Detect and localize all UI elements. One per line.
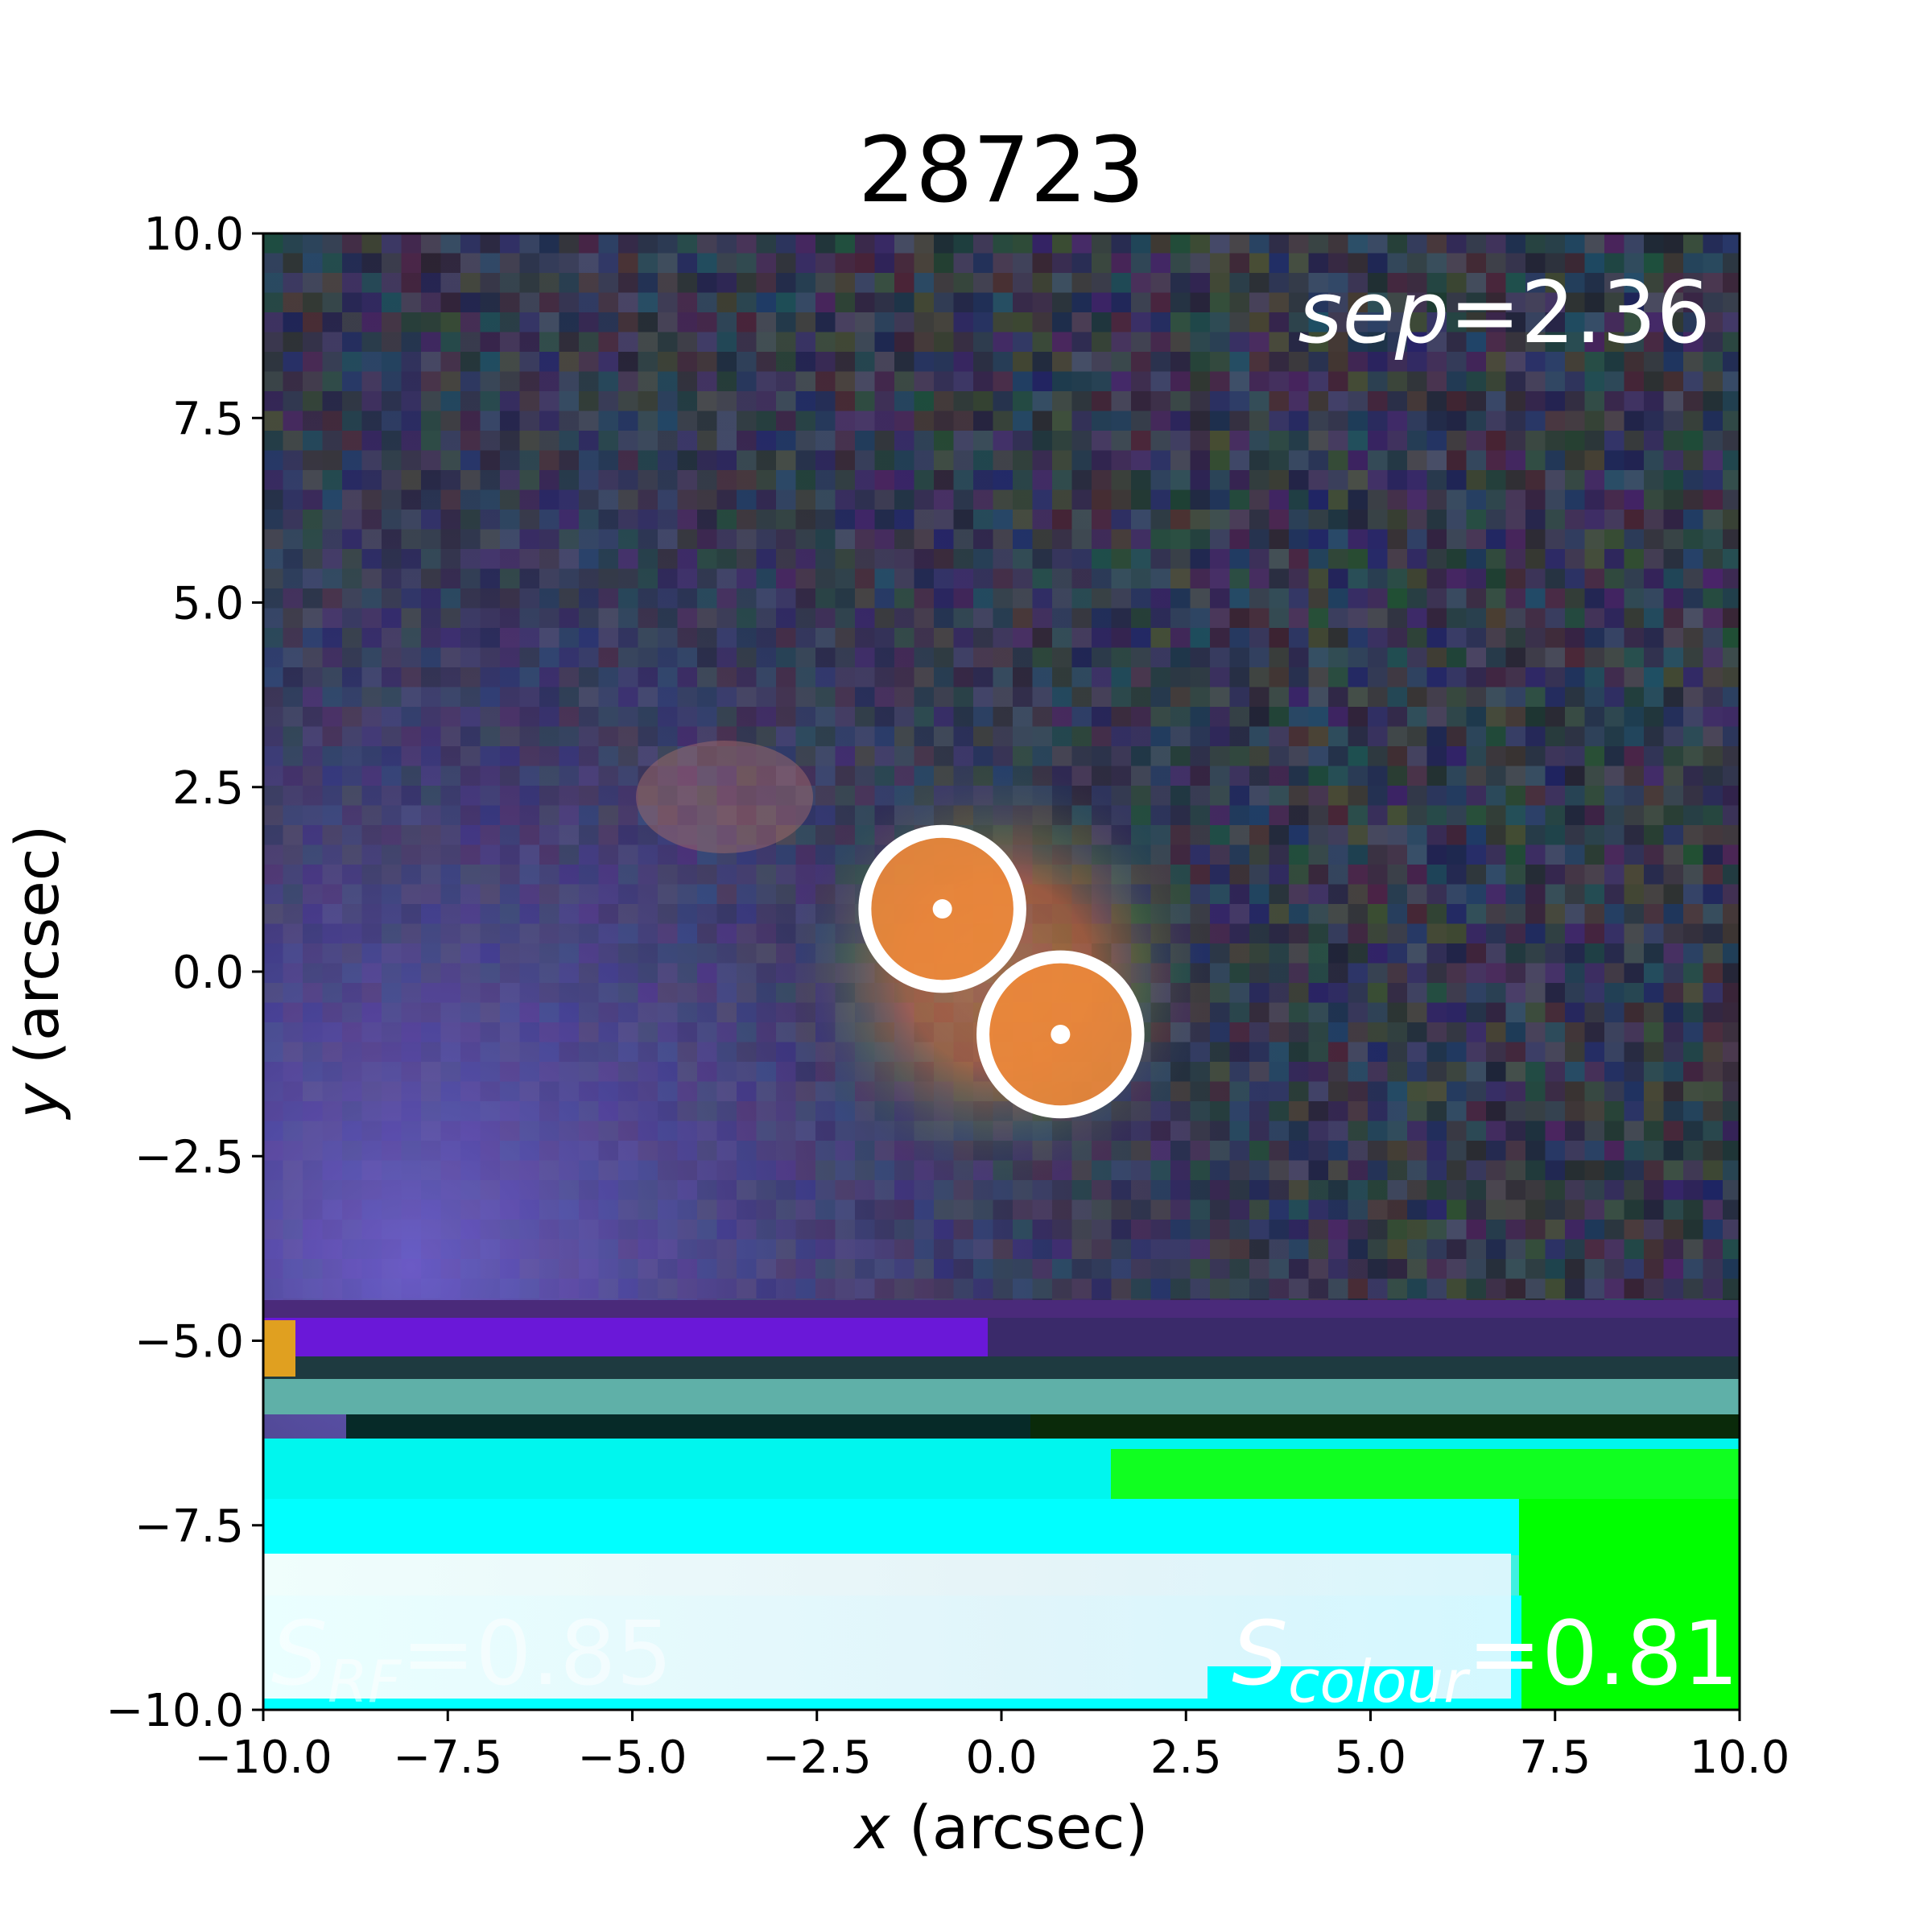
x-tick-label: 7.5	[1519, 1732, 1591, 1784]
x-tick-label: −5.0	[578, 1732, 687, 1784]
y-tick-label: 10.0	[143, 208, 244, 261]
separation-annotation: sep=2.36	[1298, 263, 1711, 362]
source-circle-1	[858, 824, 1026, 993]
y-tick-label: 2.5	[172, 762, 244, 815]
x-tick-label: −10.0	[194, 1732, 332, 1784]
y-tick-label: −7.5	[134, 1501, 244, 1553]
y-tick-label: −10.0	[105, 1685, 244, 1737]
orange-haze	[636, 741, 813, 853]
y-tick-label: −5.0	[134, 1316, 244, 1368]
x-tick-label: 10.0	[1690, 1732, 1790, 1784]
source-markers	[858, 824, 1145, 1119]
image-panel	[263, 233, 1740, 1710]
x-tick-label: −2.5	[762, 1732, 872, 1784]
y-tick-label: −2.5	[134, 1131, 244, 1183]
figure-title: 28723	[858, 118, 1145, 223]
x-axis-ticks: −10.0 −7.5 −5.0 −2.5 0.0 2.5 5.0 7.5 10.0	[194, 1710, 1790, 1784]
source-center-2	[1051, 1024, 1071, 1044]
detector-artifact	[263, 1300, 1740, 1710]
scolour-annotation: Scolour=0.81	[1232, 1602, 1739, 1715]
source-center-1	[932, 899, 952, 919]
x-axis-label: x (arcsec)	[853, 1794, 1149, 1863]
y-axis-ticks: 10.0 7.5 5.0 2.5 0.0 −2.5 −5.0 −7.5 −10.0	[105, 208, 263, 1737]
y-axis-label: y (arcsec)	[3, 825, 72, 1121]
x-tick-label: 2.5	[1150, 1732, 1222, 1784]
x-tick-label: 5.0	[1335, 1732, 1406, 1784]
y-tick-label: 5.0	[172, 578, 244, 630]
y-tick-label: 7.5	[172, 393, 244, 445]
central-glow	[789, 765, 1208, 1183]
y-tick-label: 0.0	[172, 947, 244, 999]
x-tick-label: −7.5	[393, 1732, 502, 1784]
x-tick-label: 0.0	[965, 1732, 1037, 1784]
source-circle-2	[976, 950, 1145, 1119]
srf-annotation: SRF=0.85	[271, 1602, 672, 1715]
